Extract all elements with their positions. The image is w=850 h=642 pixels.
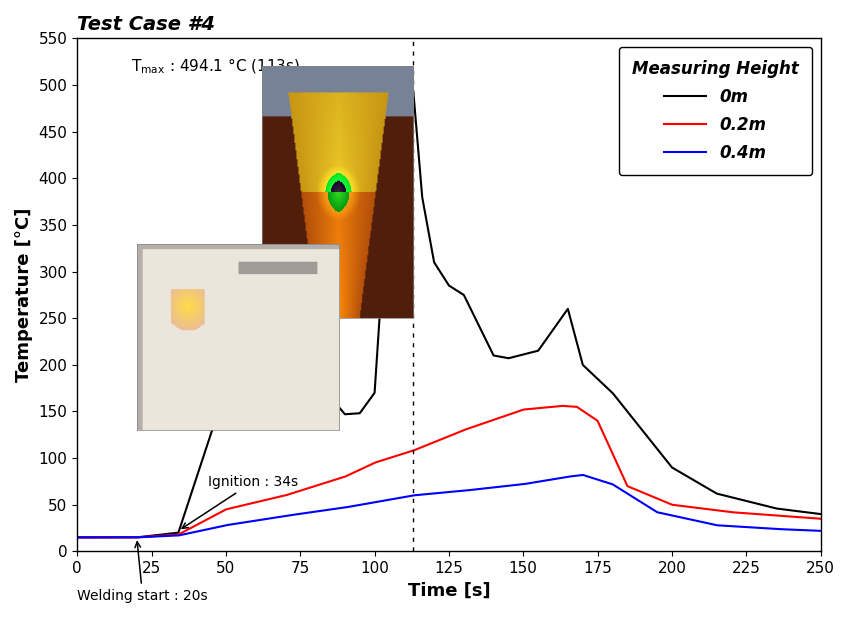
Text: T$_{\mathrm{max}}$ : 494.1 °C (113s): T$_{\mathrm{max}}$ : 494.1 °C (113s) — [131, 57, 300, 76]
0.2m — [72, 534, 82, 541]
Text: Ignition : 34s: Ignition : 34s — [182, 475, 298, 528]
Text: Test Case #4: Test Case #4 — [77, 15, 215, 34]
0.4m — [356, 501, 366, 508]
0.2m — [518, 406, 528, 413]
0.4m — [683, 516, 694, 523]
Y-axis label: Temperature [°C]: Temperature [°C] — [15, 207, 33, 382]
0.4m — [556, 474, 566, 482]
Line: 0m: 0m — [77, 91, 820, 537]
0.4m — [207, 525, 218, 532]
0.4m — [72, 534, 82, 541]
0m — [556, 315, 566, 323]
Line: 0.2m: 0.2m — [77, 406, 820, 537]
0m — [518, 351, 529, 358]
0m — [408, 87, 418, 94]
Legend: 0m, 0.2m, 0.4m: 0m, 0.2m, 0.4m — [619, 47, 813, 175]
0m — [207, 426, 218, 433]
0.2m — [207, 513, 218, 521]
0m — [356, 407, 366, 415]
0m — [627, 413, 638, 421]
0.2m — [627, 484, 638, 492]
0m — [815, 510, 825, 518]
Line: 0.4m: 0.4m — [77, 475, 820, 537]
0.2m — [815, 515, 825, 523]
0.2m — [557, 402, 567, 410]
0m — [72, 534, 82, 541]
0.2m — [556, 402, 566, 410]
0.4m — [815, 527, 825, 535]
0.2m — [683, 503, 694, 510]
0.4m — [577, 471, 587, 479]
0.2m — [356, 465, 366, 473]
0m — [683, 473, 694, 481]
0.4m — [627, 492, 638, 500]
0.4m — [518, 480, 528, 488]
X-axis label: Time [s]: Time [s] — [408, 582, 490, 600]
Text: Welding start : 20s: Welding start : 20s — [77, 542, 208, 603]
